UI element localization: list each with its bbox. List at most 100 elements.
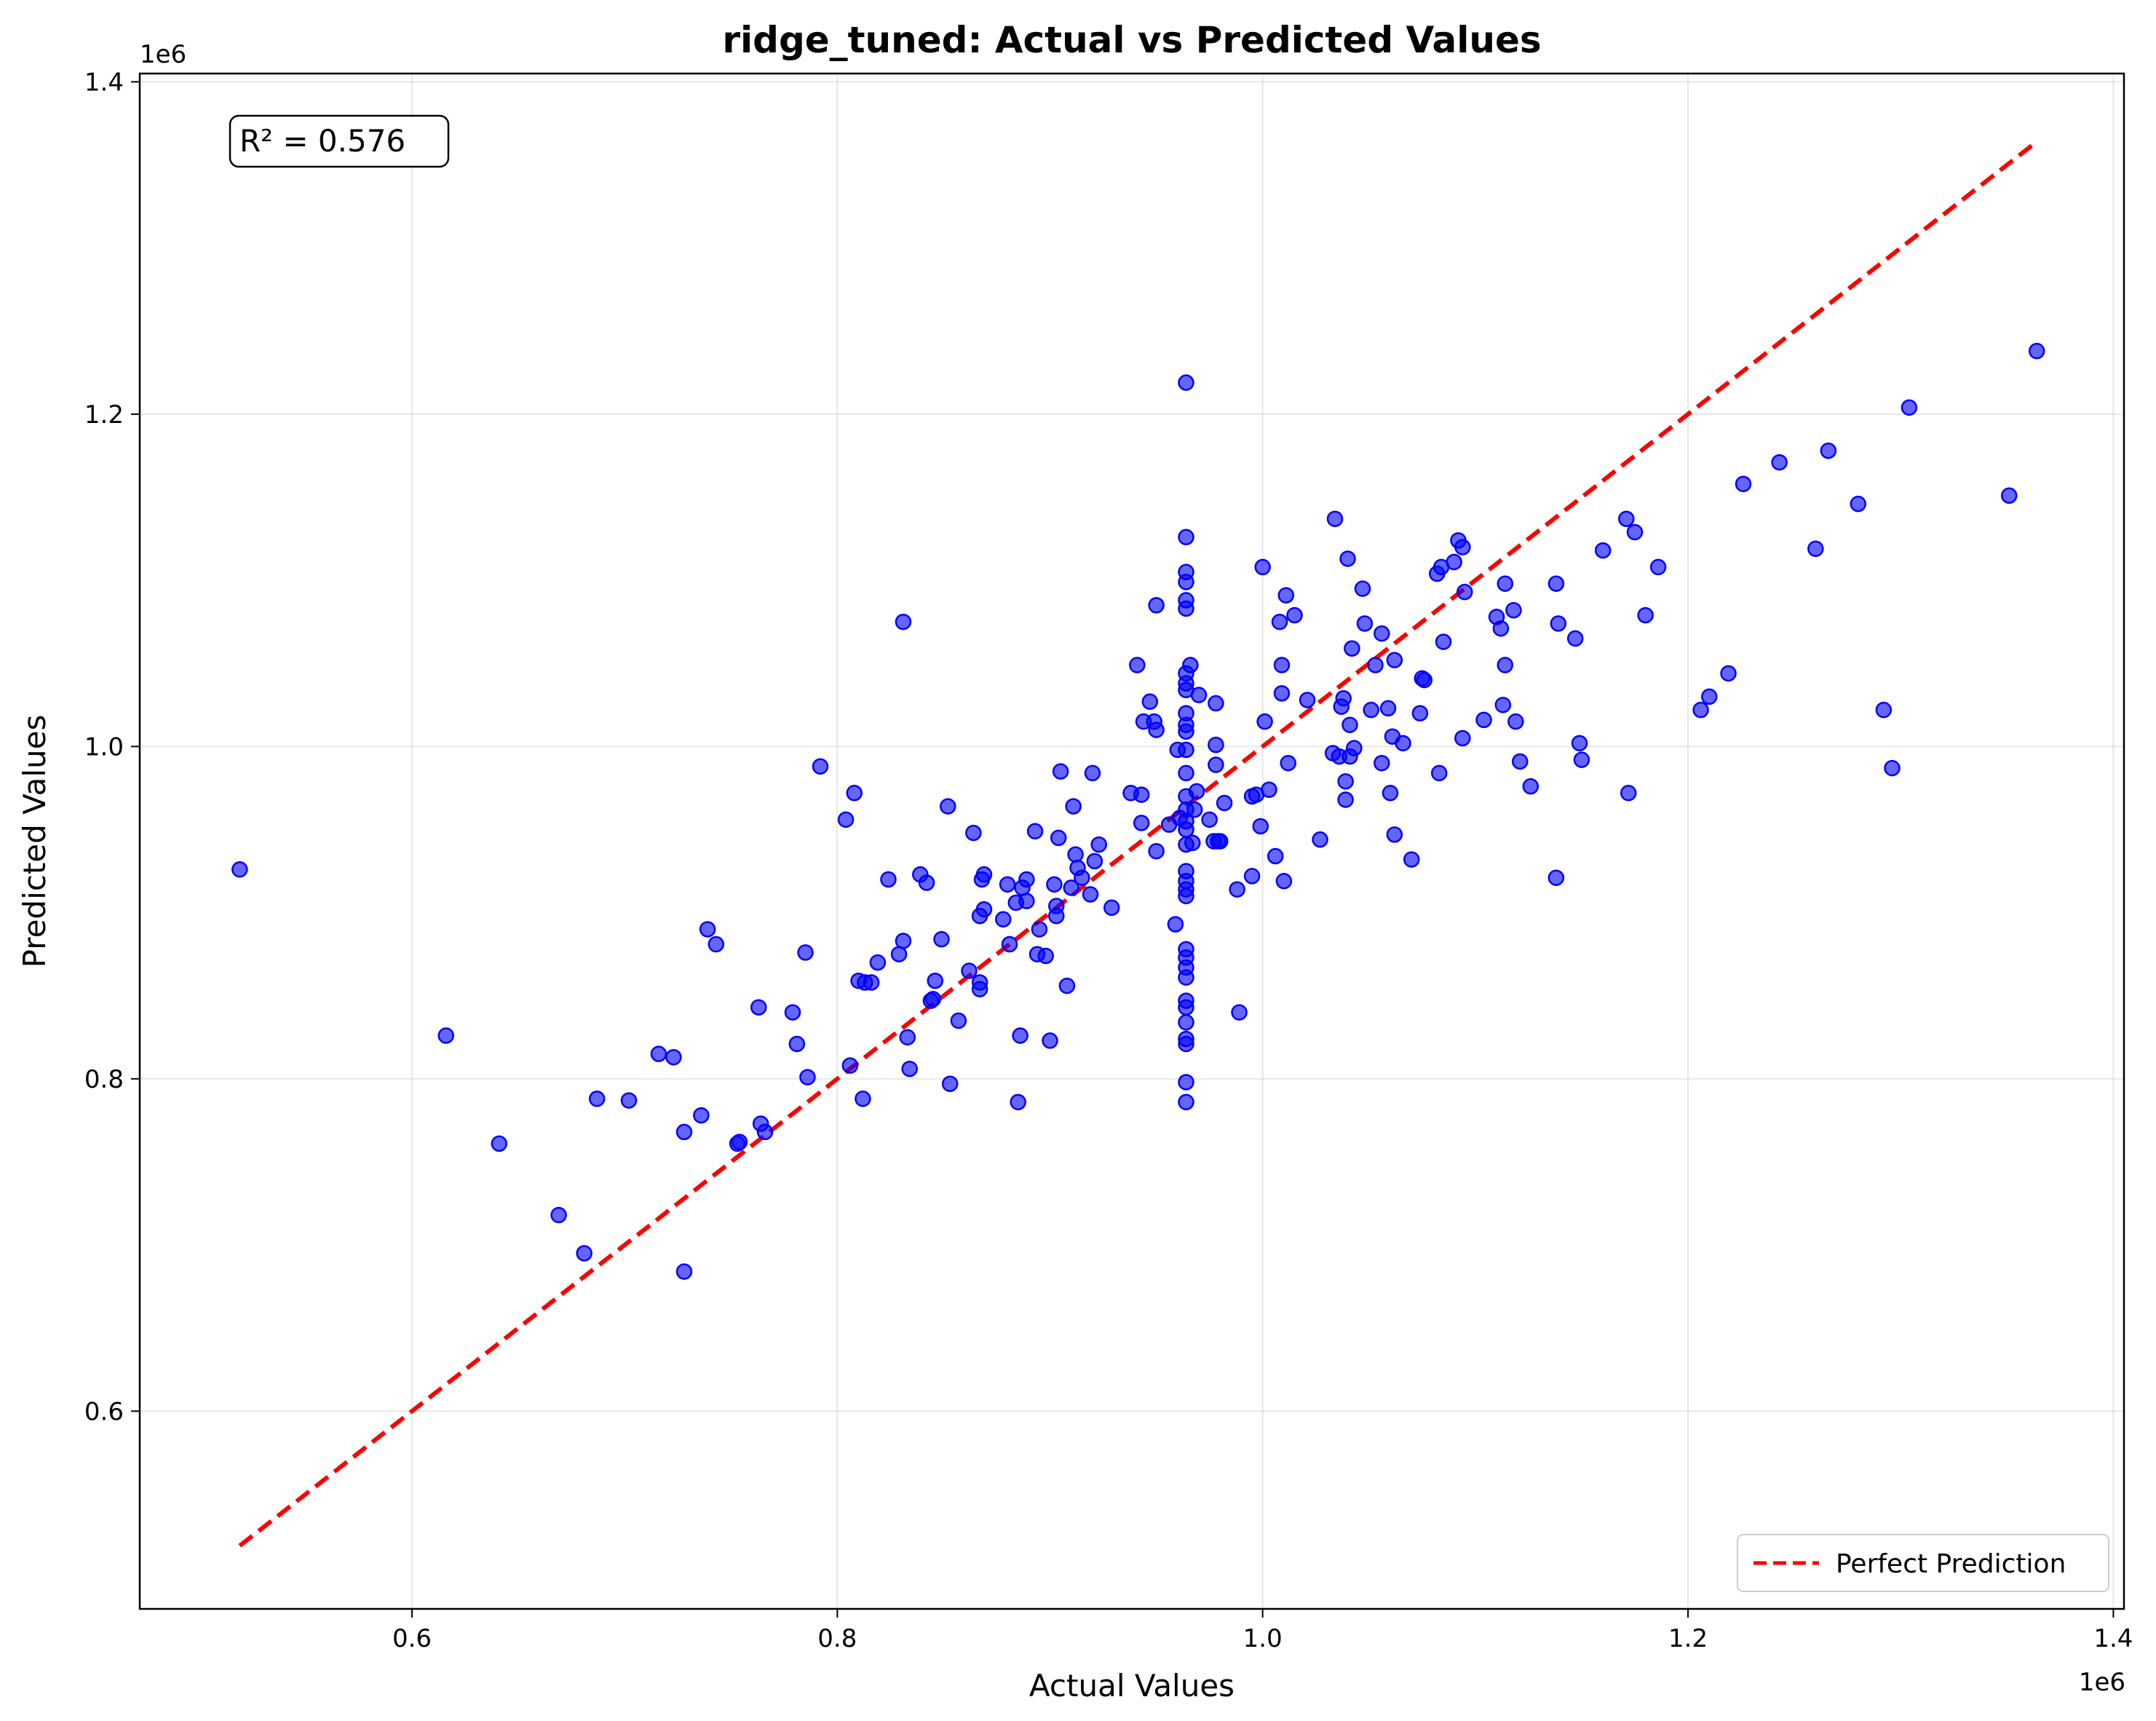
x-tick-label: 0.8: [817, 1624, 857, 1653]
data-point: [1148, 721, 1165, 738]
data-point: [1379, 700, 1397, 717]
data-point: [1129, 657, 1146, 673]
data-point: [924, 991, 942, 1008]
data-point: [1256, 713, 1273, 730]
data-point: [1058, 977, 1076, 994]
data-point: [693, 1107, 710, 1124]
data-point: [1186, 801, 1203, 818]
data-point: [1167, 916, 1184, 933]
data-point: [1178, 821, 1194, 838]
data-point: [1374, 754, 1390, 772]
data-point: [895, 933, 912, 949]
data-point: [799, 1069, 816, 1085]
data-point: [1178, 1074, 1194, 1091]
data-point: [1148, 842, 1165, 860]
data-point: [1067, 846, 1084, 863]
data-point: [965, 824, 982, 842]
r-squared-annotation: R² = 0.576: [229, 114, 450, 168]
data-point: [1547, 869, 1565, 886]
data-point: [1063, 879, 1079, 896]
x-axis-label: Actual Values: [1029, 1668, 1234, 1704]
data-point: [961, 962, 978, 979]
data-point: [675, 1123, 693, 1141]
data-point: [1522, 778, 1539, 795]
data-point: [1594, 542, 1612, 559]
plot-frame: [138, 72, 2125, 1610]
data-point: [665, 1048, 682, 1066]
data-point: [1571, 735, 1588, 752]
data-point: [1701, 688, 1718, 705]
data-point: [588, 1091, 606, 1107]
data-point: [1386, 826, 1403, 843]
data-point: [1620, 785, 1637, 802]
data-point: [846, 785, 863, 802]
data-point: [576, 1245, 592, 1262]
grid-layer: [140, 74, 2124, 1609]
data-point: [1492, 620, 1510, 637]
y-tick-label: 1.2: [84, 400, 124, 430]
data-point: [1312, 831, 1328, 848]
data-point: [1720, 665, 1737, 682]
data-point: [940, 798, 956, 815]
data-point: [1901, 399, 1918, 416]
y-tick-label: 1.0: [84, 732, 124, 761]
data-point: [1454, 729, 1471, 747]
data-point: [1341, 716, 1358, 733]
data-point: [1573, 751, 1590, 768]
data-point: [1216, 794, 1233, 812]
data-point: [1103, 899, 1120, 917]
data-point: [1273, 685, 1291, 702]
data-point: [1435, 633, 1452, 650]
data-point: [1148, 597, 1165, 614]
data-point: [1326, 510, 1344, 527]
data-point: [1511, 753, 1529, 770]
data-point: [927, 972, 943, 989]
data-point: [869, 954, 887, 971]
data-point: [1649, 558, 1667, 576]
data-point: [1074, 869, 1090, 886]
data-point: [1090, 836, 1107, 853]
perfect-prediction-line: [238, 141, 2037, 1548]
y-tick-label: 0.6: [84, 1397, 124, 1426]
data-point: [1178, 723, 1194, 740]
data-point: [1184, 834, 1201, 852]
data-point: [1735, 475, 1752, 493]
data-point: [1386, 652, 1403, 668]
data-point: [1031, 921, 1048, 938]
data-point: [1344, 640, 1360, 657]
data-point: [941, 1075, 959, 1092]
data-point: [1178, 600, 1194, 617]
data-point: [1275, 873, 1293, 890]
data-point: [837, 811, 855, 828]
data-point: [1566, 630, 1584, 647]
data-point: [1367, 657, 1384, 673]
data-point: [1201, 811, 1218, 828]
data-point: [1133, 786, 1150, 803]
data-point: [950, 1012, 967, 1029]
data-point: [2028, 342, 2045, 360]
y-tick-label: 0.8: [84, 1065, 124, 1094]
data-point: [708, 935, 725, 953]
x-tick-label: 0.6: [392, 1624, 432, 1653]
data-point: [899, 1029, 916, 1046]
data-point: [1178, 999, 1194, 1016]
data-point: [1042, 1032, 1058, 1049]
data-point: [1178, 574, 1194, 590]
data-point: [620, 1092, 638, 1109]
data-point: [1178, 374, 1194, 391]
reference-line-layer: [238, 141, 2037, 1548]
data-point: [1012, 1027, 1029, 1044]
data-point: [1178, 969, 1194, 986]
data-point: [1446, 553, 1462, 571]
data-point: [756, 1123, 774, 1141]
y-axis-offset-label: 1e6: [140, 40, 186, 69]
data-point: [1416, 671, 1432, 689]
data-point: [1267, 847, 1284, 865]
data-point: [1018, 893, 1035, 909]
data-point: [1346, 740, 1363, 756]
data-point: [1050, 829, 1067, 847]
data-point: [1178, 1035, 1194, 1053]
data-point: [1178, 1014, 1194, 1031]
data-point: [975, 866, 993, 883]
